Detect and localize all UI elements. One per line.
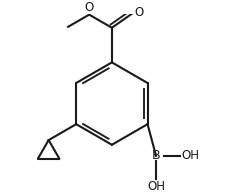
Text: O: O (135, 6, 144, 19)
Text: O: O (85, 1, 94, 14)
Text: B: B (152, 149, 160, 162)
Text: OH: OH (147, 180, 165, 193)
Text: OH: OH (181, 149, 199, 162)
